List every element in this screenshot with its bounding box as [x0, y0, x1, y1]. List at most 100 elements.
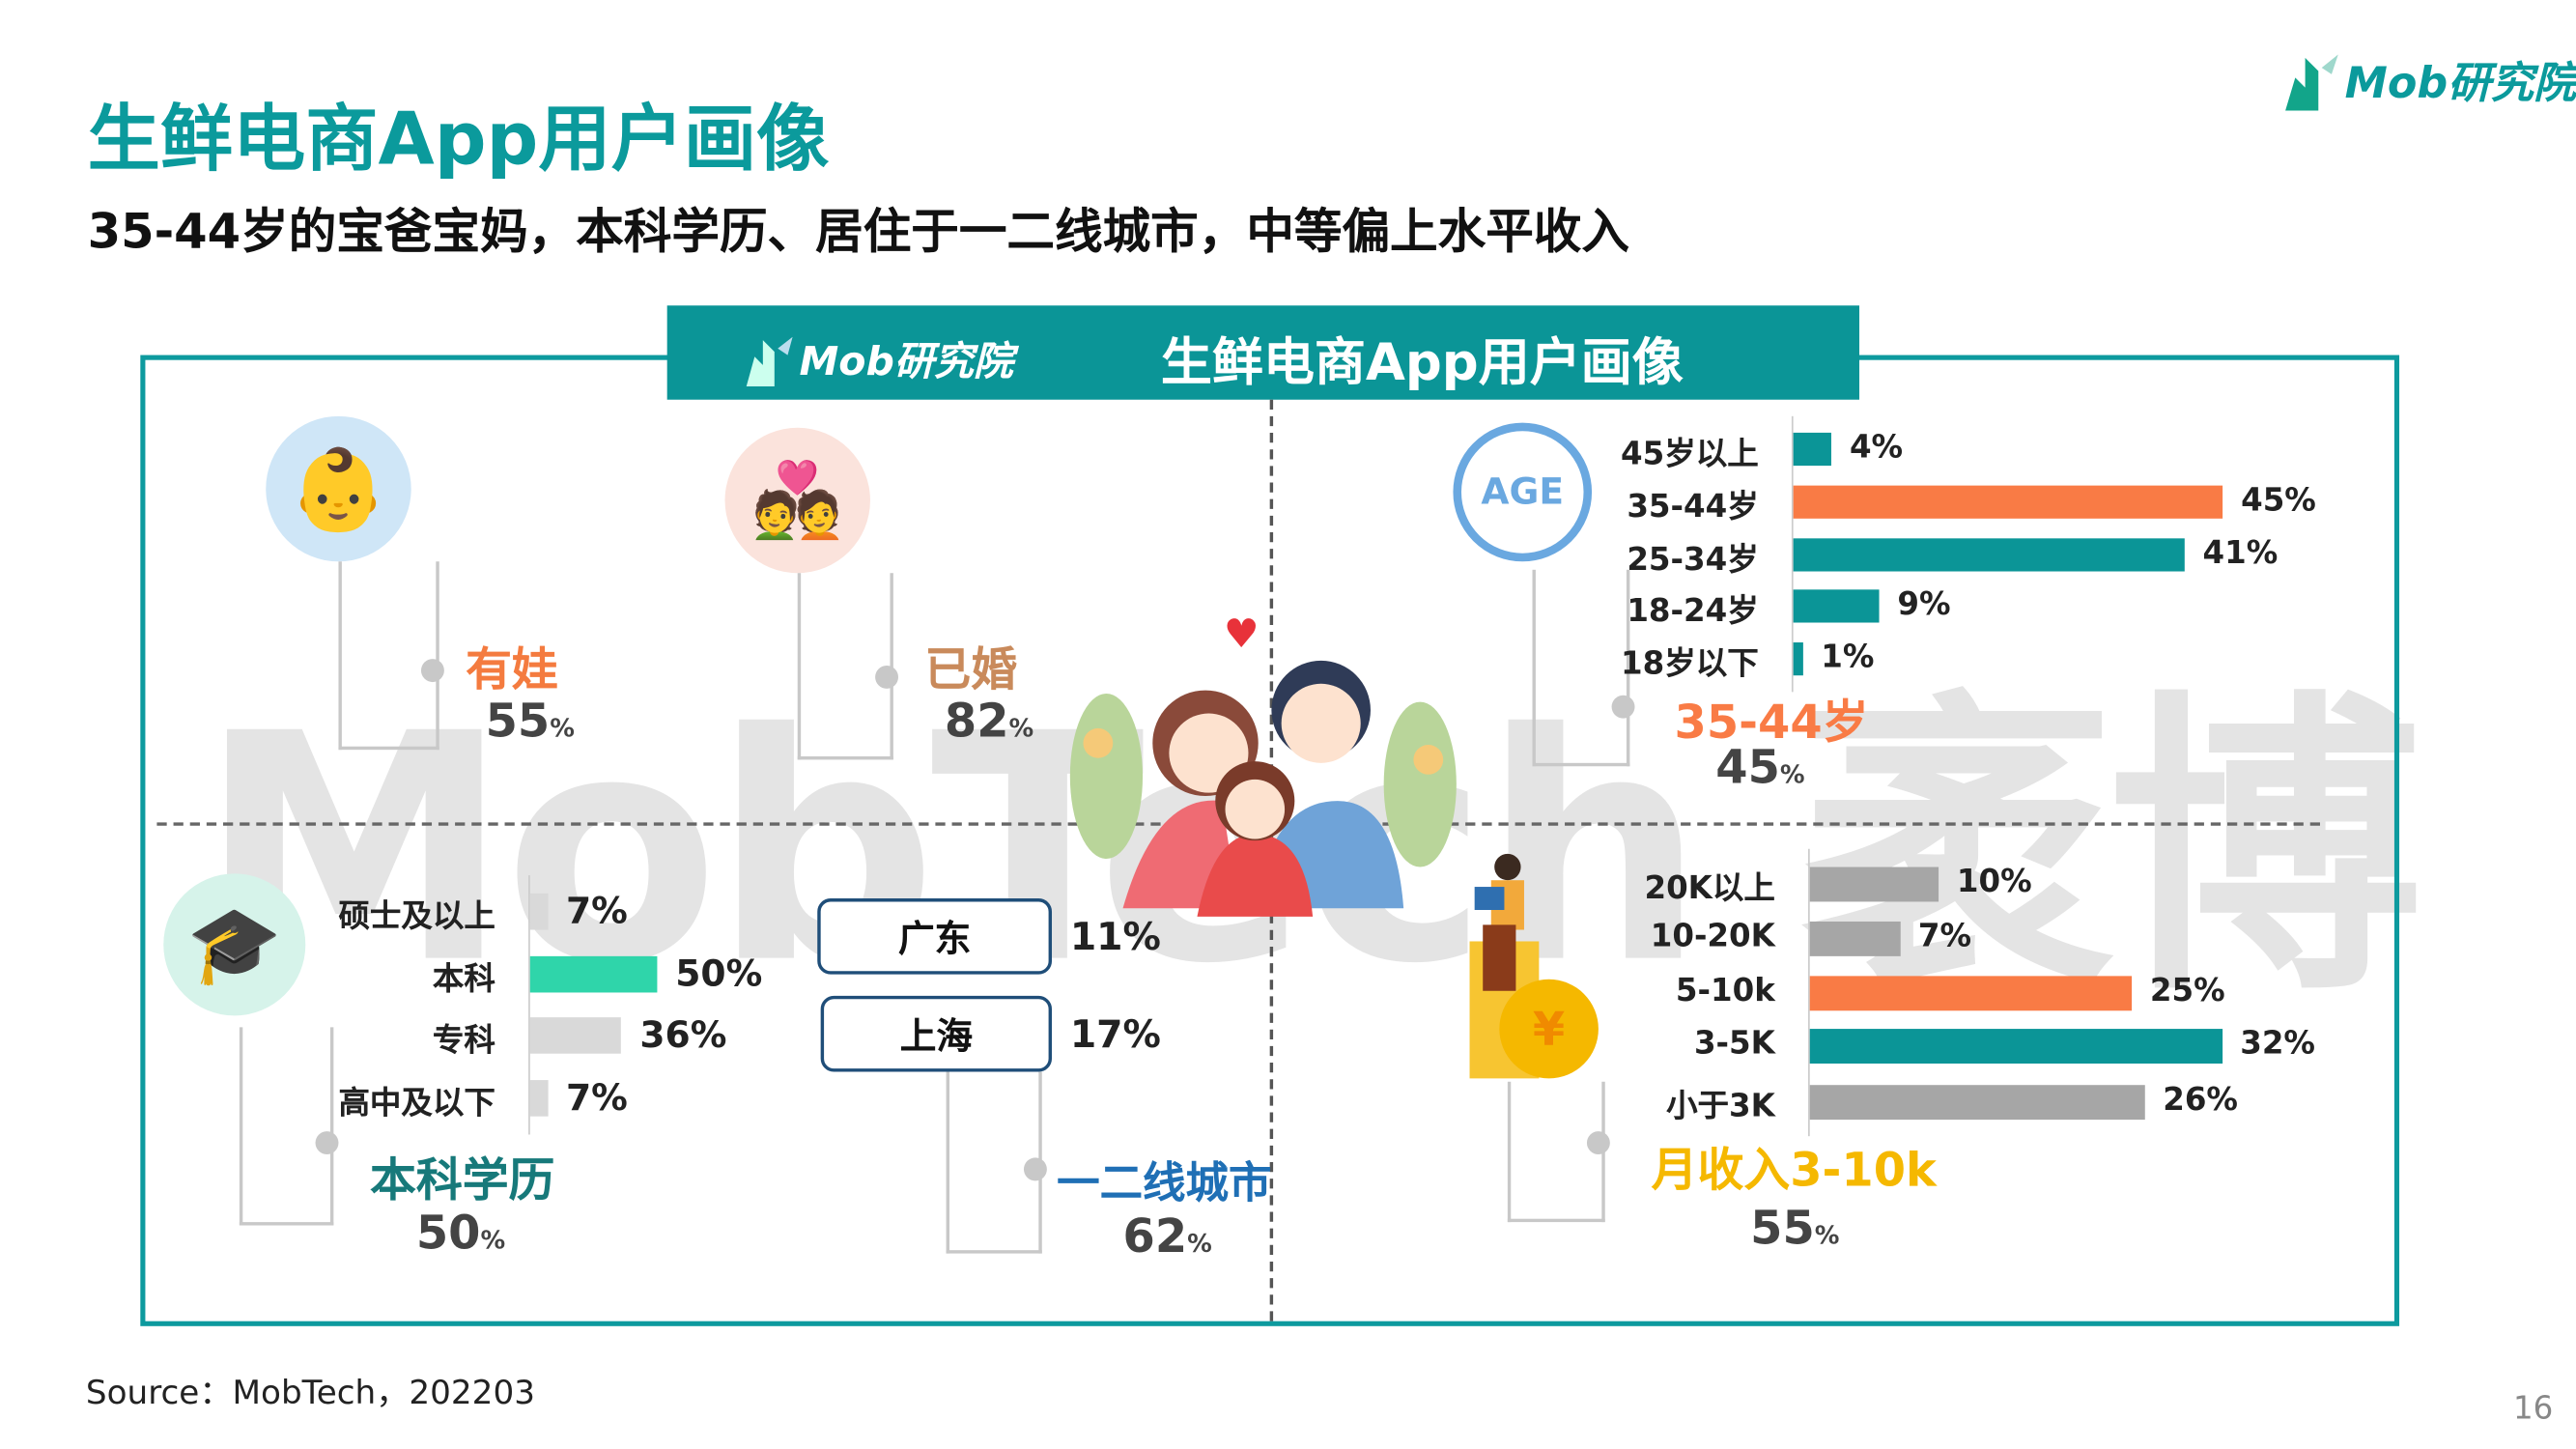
family-illustration	[1057, 644, 1469, 925]
age-bar-label: 25-34岁	[1627, 541, 1759, 578]
wedding-couple-icon: 💑	[724, 427, 870, 574]
income-bar-label: 20K以上	[1644, 869, 1775, 906]
income-bar	[1809, 921, 1901, 956]
age-bar-label: 45岁以上	[1621, 435, 1759, 472]
income-summary-value: 55%	[1750, 1201, 1839, 1255]
education-bar-label: 硕士及以上	[338, 897, 495, 935]
age-summary-label: 35-44岁	[1674, 695, 1869, 751]
age-icon-text: AGE	[1481, 471, 1565, 513]
age-bar-value: 45%	[2241, 481, 2316, 519]
kids-label: 有娃	[466, 642, 558, 697]
kids-value: 55%	[486, 694, 575, 748]
baby-icon: 👶	[266, 415, 411, 562]
kids-connector	[338, 561, 439, 751]
income-bar-label: 10-20K	[1650, 917, 1775, 954]
kids-dot	[420, 659, 444, 683]
age-summary-unit: %	[1779, 759, 1805, 790]
education-summary-unit: %	[480, 1225, 506, 1256]
age-bar	[1793, 538, 2185, 572]
mob-logo: Mob研究院	[2282, 49, 2576, 111]
income-summary-label: 月收入3-10k	[1651, 1143, 1937, 1198]
married-value-number: 82	[944, 694, 1009, 749]
education-dot	[315, 1131, 339, 1155]
married-value-unit: %	[1008, 713, 1034, 744]
income-axis-line	[1808, 848, 1810, 1137]
age-bar	[1793, 642, 1803, 676]
age-connector	[1532, 569, 1630, 767]
income-bar-label: 小于3K	[1666, 1088, 1775, 1124]
income-bar	[1809, 1028, 2222, 1064]
age-bar-label: 18岁以下	[1621, 644, 1759, 682]
kids-value-number: 55	[485, 694, 551, 749]
age-bar-label: 35-44岁	[1627, 488, 1759, 526]
income-bar-value: 7%	[1917, 917, 1972, 954]
svg-text:¥: ¥	[1533, 1004, 1565, 1057]
education-bar-label: 本科	[432, 960, 495, 997]
age-bar	[1793, 432, 1832, 467]
married-connector	[797, 573, 893, 760]
married-label: 已婚	[924, 642, 1018, 697]
education-bar-value: 7%	[565, 1077, 628, 1120]
age-axis-line	[1791, 415, 1794, 693]
education-bar-label: 高中及以下	[338, 1084, 495, 1122]
page-subtitle: 35-44岁的宝爸宝妈，本科学历、居住于一二线城市，中等偏上水平收入	[87, 203, 1629, 260]
education-bar-label: 专科	[432, 1021, 495, 1059]
age-bar-value: 41%	[2202, 534, 2279, 571]
age-bar-value: 4%	[1849, 428, 1904, 466]
city-box-guangdong: 广东	[817, 898, 1053, 975]
education-bar	[529, 1080, 549, 1117]
mob-logo-icon	[746, 336, 793, 387]
income-bar	[1809, 975, 2133, 1010]
banner-logo: Mob研究院	[743, 328, 1013, 387]
married-value: 82%	[945, 694, 1033, 748]
income-summary-number: 55	[1750, 1200, 1815, 1256]
age-bar	[1793, 589, 1880, 623]
education-bar-chart: 硕士及以上 7% 本科 50% 专科 36% 高中及以下 7%	[314, 875, 809, 1135]
age-summary-value: 45%	[1715, 740, 1804, 794]
cities-dot	[1023, 1157, 1047, 1181]
income-bar-chart: 20K以上 10% 10-20K 7% 5-10k 25% 3-5K 32% 小于3K 26%	[1486, 848, 2345, 1140]
education-summary-label: 本科学历	[369, 1152, 555, 1208]
age-bar	[1793, 485, 2223, 519]
income-bar	[1809, 1084, 2145, 1120]
page-title: 生鲜电商App用户画像	[87, 97, 830, 183]
city-value-shanghai: 17%	[1069, 1013, 1161, 1058]
cities-summary-value: 62%	[1123, 1208, 1212, 1263]
income-bar-value: 10%	[1956, 863, 2032, 900]
age-summary-number: 45	[1715, 739, 1780, 795]
city-box-shanghai: 上海	[820, 995, 1053, 1072]
age-bar-chart: 45岁以上 4% 35-44岁 45% 25-34岁 41% 18-24岁 9% 18岁以下 1%	[1486, 415, 2345, 693]
cities-summary-unit: %	[1187, 1228, 1212, 1259]
banner: Mob研究院 生鲜电商App用户画像	[666, 305, 1860, 400]
banner-title: 生鲜电商App用户画像	[1160, 333, 1684, 393]
education-bar	[529, 893, 549, 930]
income-summary-unit: %	[1814, 1220, 1840, 1251]
kids-value-unit: %	[550, 713, 575, 744]
income-bar-value: 26%	[2163, 1081, 2238, 1118]
income-bar-value: 32%	[2240, 1025, 2315, 1062]
cities-summary-number: 62	[1122, 1208, 1188, 1264]
source-note: Source：MobTech，202203	[85, 1372, 535, 1412]
family-illustration-icon	[1069, 660, 1457, 917]
age-bar-value: 1%	[1821, 639, 1875, 675]
education-bar	[529, 1017, 622, 1054]
income-dot	[1586, 1131, 1610, 1155]
education-summary-value: 50%	[416, 1206, 505, 1260]
cities-summary-label: 一二线城市	[1057, 1159, 1272, 1209]
mob-logo-text: Mob研究院	[2344, 59, 2576, 109]
education-bar-value: 7%	[565, 891, 628, 933]
education-bar-value: 36%	[639, 1014, 727, 1057]
education-bar-value: 50%	[675, 953, 763, 996]
graduation-cap-icon: 🎓	[163, 873, 306, 1016]
age-dot	[1611, 695, 1635, 719]
age-bar-label: 18-24岁	[1627, 592, 1759, 629]
mob-logo-icon	[2285, 54, 2338, 111]
income-bar-label: 3-5K	[1693, 1025, 1775, 1062]
age-icon: AGE	[1453, 422, 1593, 562]
city-value-guangdong: 11%	[1069, 916, 1161, 960]
married-dot	[875, 665, 899, 689]
income-bar	[1809, 866, 1939, 901]
money-person-icon: ¥	[1466, 850, 1601, 1081]
income-bar-value: 25%	[2149, 972, 2225, 1009]
page-number: 16	[2513, 1390, 2554, 1428]
